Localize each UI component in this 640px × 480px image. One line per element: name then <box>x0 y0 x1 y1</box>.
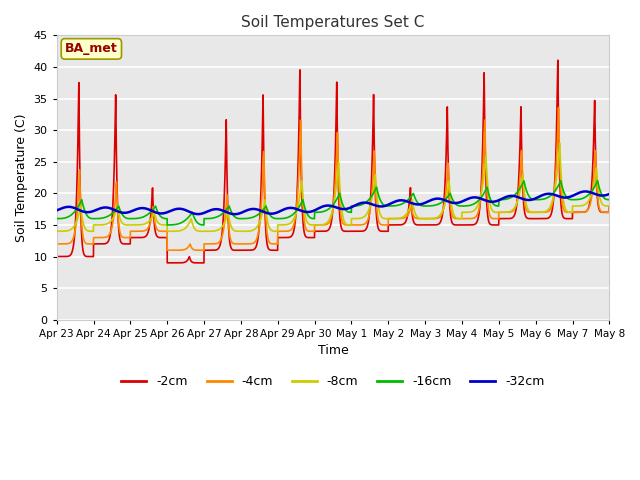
Legend: -2cm, -4cm, -8cm, -16cm, -32cm: -2cm, -4cm, -8cm, -16cm, -32cm <box>116 370 550 393</box>
Text: BA_met: BA_met <box>65 42 118 55</box>
X-axis label: Time: Time <box>317 344 348 357</box>
Y-axis label: Soil Temperature (C): Soil Temperature (C) <box>15 113 28 242</box>
Title: Soil Temperatures Set C: Soil Temperatures Set C <box>241 15 425 30</box>
